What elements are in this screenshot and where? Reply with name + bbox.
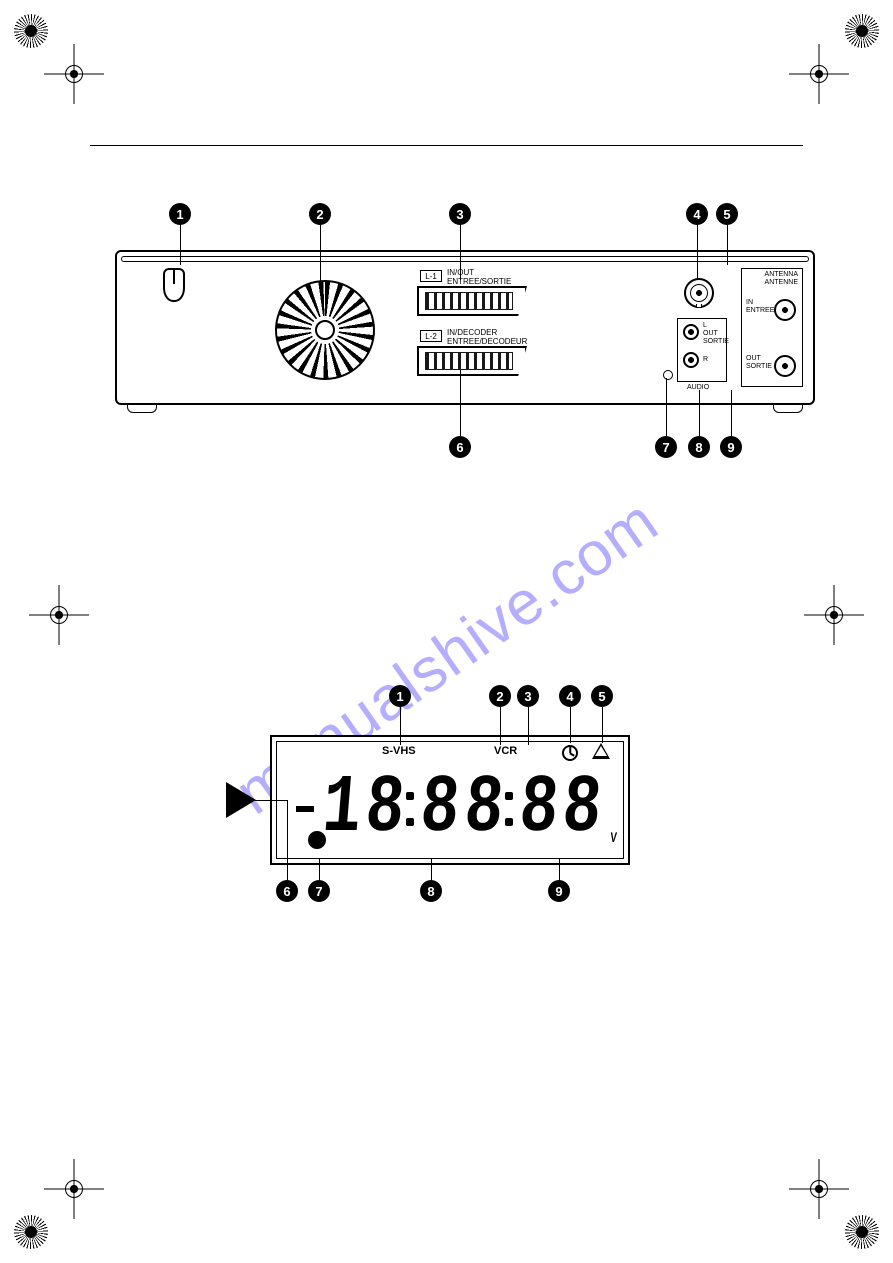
rear-callout-1: 1 xyxy=(169,203,191,225)
leader xyxy=(559,858,560,880)
leader xyxy=(731,390,732,436)
cropmark-mid-right xyxy=(789,570,879,660)
leader xyxy=(699,390,700,436)
rear-chassis: L-1 IN/OUT ENTREE/SORTIE L-2 IN/DECODER … xyxy=(115,250,815,405)
leader xyxy=(602,707,603,743)
leader xyxy=(431,858,432,880)
sat-control-jack-icon xyxy=(663,370,673,380)
audio-rca-r-icon xyxy=(683,352,699,368)
seven-segment-display: 1 8 8 8 8 8 xyxy=(296,765,614,853)
rear-callout-2: 2 xyxy=(309,203,331,225)
leader xyxy=(400,707,401,745)
manual-page: manualshive.com 1 2 3 4 5 6 7 8 9 L-1 IN… xyxy=(0,0,893,1263)
disp-callout-3: 3 xyxy=(517,685,539,707)
rear-callout-6: 6 xyxy=(449,436,471,458)
scart2-tag: L-2 xyxy=(420,330,442,342)
leader xyxy=(500,707,501,745)
audio-r-label: R xyxy=(703,356,708,364)
leader xyxy=(666,378,667,436)
disp-callout-7: 7 xyxy=(308,880,330,902)
leader xyxy=(460,225,461,280)
leader xyxy=(180,225,181,265)
leader xyxy=(460,370,461,436)
antenna-group: ANTENNA ANTENNE IN ENTREE OUT SORTIE xyxy=(741,268,803,387)
disp-callout-5: 5 xyxy=(591,685,613,707)
digit-segment: 1 xyxy=(319,768,359,850)
disp-callout-9: 9 xyxy=(548,880,570,902)
cropmark-bottom-right xyxy=(789,1159,879,1249)
audio-l-label: L OUT SORTIE xyxy=(703,322,729,346)
rear-callout-8: 8 xyxy=(688,436,710,458)
timer-clock-icon xyxy=(562,745,578,761)
scart1-tag: L-1 xyxy=(420,270,442,282)
display-panel-diagram: S-VHS VCR 1 8 8 8 8 8 V xyxy=(270,735,630,865)
rear-callout-4: 4 xyxy=(686,203,708,225)
cropmark-top-left xyxy=(14,14,104,104)
rear-panel-diagram: L-1 IN/OUT ENTREE/SORTIE L-2 IN/DECODER … xyxy=(115,250,815,405)
antenna-out-jack-icon xyxy=(774,355,796,377)
antenna-in-label: IN ENTREE xyxy=(746,299,774,315)
header-rule xyxy=(90,145,803,146)
rear-callout-3: 3 xyxy=(449,203,471,225)
colon-segment xyxy=(406,792,414,826)
leader xyxy=(244,800,288,801)
disp-callout-1: 1 xyxy=(389,685,411,707)
leader xyxy=(320,225,321,285)
leader xyxy=(287,800,288,880)
digit-segment: 8 xyxy=(559,768,599,850)
antenna-in-jack-icon xyxy=(774,299,796,321)
vcr-label: VCR xyxy=(494,745,517,757)
leader xyxy=(319,858,320,880)
svideo-jack-icon xyxy=(684,278,714,308)
leader xyxy=(528,707,529,745)
disp-callout-6: 6 xyxy=(276,880,298,902)
scart1-connector-icon xyxy=(417,286,527,316)
leader xyxy=(727,225,728,265)
digit-segment: 8 xyxy=(516,768,556,850)
minus-segment xyxy=(296,806,314,812)
digit-segment: 8 xyxy=(418,768,458,850)
cropmark-top-right xyxy=(789,14,879,104)
scart2-label: IN/DECODER ENTREE/DECODEUR xyxy=(447,328,527,346)
disp-callout-8: 8 xyxy=(420,880,442,902)
fan-vent-icon xyxy=(275,280,375,380)
rear-callout-5: 5 xyxy=(716,203,738,225)
vps-indicator: V xyxy=(609,829,617,845)
scart1-label: IN/OUT ENTREE/SORTIE xyxy=(447,268,511,286)
disp-callout-4: 4 xyxy=(559,685,581,707)
rear-callout-9: 9 xyxy=(720,436,742,458)
antenna-title: ANTENNA ANTENNE xyxy=(765,271,798,287)
cropmark-mid-left xyxy=(14,570,104,660)
svhs-label: S-VHS xyxy=(382,745,416,757)
digit-segment: 8 xyxy=(461,768,501,850)
colon-segment xyxy=(505,792,513,826)
rear-callout-7: 7 xyxy=(655,436,677,458)
antenna-out-label: OUT SORTIE xyxy=(746,355,772,371)
audio-rca-l-icon xyxy=(683,324,699,340)
digit-segment: 8 xyxy=(363,768,403,850)
disp-callout-2: 2 xyxy=(489,685,511,707)
power-cord-icon xyxy=(163,268,185,302)
scart2-connector-icon xyxy=(417,346,527,376)
leader xyxy=(697,225,698,280)
cropmark-bottom-left xyxy=(14,1159,104,1249)
leader xyxy=(570,707,571,743)
